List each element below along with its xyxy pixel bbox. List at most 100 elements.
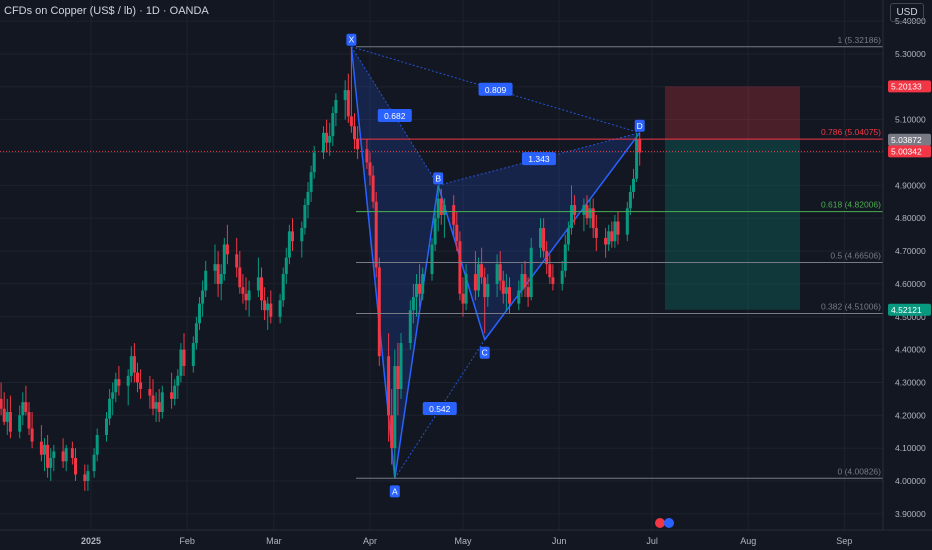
candle-body [504,287,508,294]
price-axis-tick-label: 5.30000 [895,49,926,59]
point-label-text: D [637,121,643,131]
candle-body [108,398,112,419]
candle-body [436,198,440,219]
candle-body [30,428,34,442]
price-axis-tick-label: 3.90000 [895,509,926,519]
candle-body [154,402,158,409]
candle-body [458,241,462,294]
candle-body [182,349,186,367]
fib-level-label: 0 (4.00826) [838,466,882,476]
candle-body [433,218,437,245]
candle-body [635,139,639,179]
candle-body [173,385,177,399]
candle-body [309,172,313,192]
price-axis-tick-label: 4.80000 [895,213,926,223]
candle-body [517,290,521,304]
time-axis-tick-label: Jul [646,536,658,546]
price-tag-box [888,133,931,146]
candle-body [148,389,152,396]
candle-body [238,267,242,288]
candle-body [526,287,530,298]
candle-body [27,412,31,429]
candle-body [356,139,360,150]
candle-body [439,198,443,215]
candle-body [628,191,632,209]
candle-body [343,90,347,100]
candle-body [480,264,484,278]
candle-body [632,178,635,192]
pattern-leg [484,132,641,341]
pattern-point-label: X [346,33,357,46]
candle-body [86,471,90,481]
candle-body [486,283,490,298]
candle-body [151,395,155,409]
price-tag: 5.03872 [888,133,931,146]
candle-body [566,228,570,245]
candle-body [191,343,195,367]
candle-body [508,287,511,304]
candle-body [604,237,608,245]
candle-body [260,277,263,301]
take-profit-zone [665,139,800,310]
price-axis-tick-label: 4.00000 [895,476,926,486]
time-axis [0,530,932,550]
candle-body [0,398,3,409]
pattern-point-label: A [389,485,400,498]
time-axis-tick-label: 2025 [81,536,101,546]
candle-body [548,264,552,278]
candle-body [545,251,549,265]
candle-body [610,231,614,242]
candle-body [607,231,611,245]
ratio-label-text: 0.542 [429,404,451,414]
price-tag-text: 4.52121 [891,305,922,315]
candle-body [266,303,270,311]
candle-body [334,99,338,114]
event-flag-icon-a [655,518,665,528]
candle-body [539,228,542,248]
candle-body [170,392,174,399]
candle-body [269,303,273,317]
candle-body [387,356,391,416]
candle-body [117,379,121,386]
candle-body [411,297,415,311]
candle-body [613,221,617,242]
pattern-ratio-line [394,339,486,479]
candle-body [415,283,418,298]
candle-body [616,221,620,235]
candle-body [393,366,397,449]
candle-body [582,205,586,215]
candle-body [281,274,285,301]
time-axis-tick-label: Apr [363,536,377,546]
price-axis-tick-label: 4.60000 [895,279,926,289]
candle-body [408,310,412,344]
candle-body [95,435,99,455]
point-label-text: C [482,348,488,358]
price-axis-tick-label: 4.10000 [895,443,926,453]
ratio-label-text: 0.682 [384,111,406,121]
candle-body [129,356,133,376]
candle-body [8,412,12,432]
price-axis-tick-label: 4.30000 [895,377,926,387]
candle-body [92,454,96,472]
candle-body [588,208,592,219]
time-axis-tick-label: Jun [552,536,567,546]
candle-body [219,274,223,284]
candle-body [591,208,595,229]
price-tag-box [888,303,931,316]
candle-body [241,287,245,294]
candle-body [284,257,288,275]
candle-body [452,205,456,225]
candle-body [21,402,25,416]
candle-body [49,458,53,468]
chart-title: CFDs on Copper (US$ / lb) · 1D · OANDA [4,5,209,17]
candle-body [399,343,403,390]
candle-body [365,149,369,163]
point-label-box [433,172,444,185]
point-label-text: A [392,486,398,496]
candle-body [570,205,573,229]
candle-body [198,303,201,324]
candle-body [70,448,74,459]
candle-body [194,323,198,344]
currency-button[interactable]: USD [890,3,924,22]
